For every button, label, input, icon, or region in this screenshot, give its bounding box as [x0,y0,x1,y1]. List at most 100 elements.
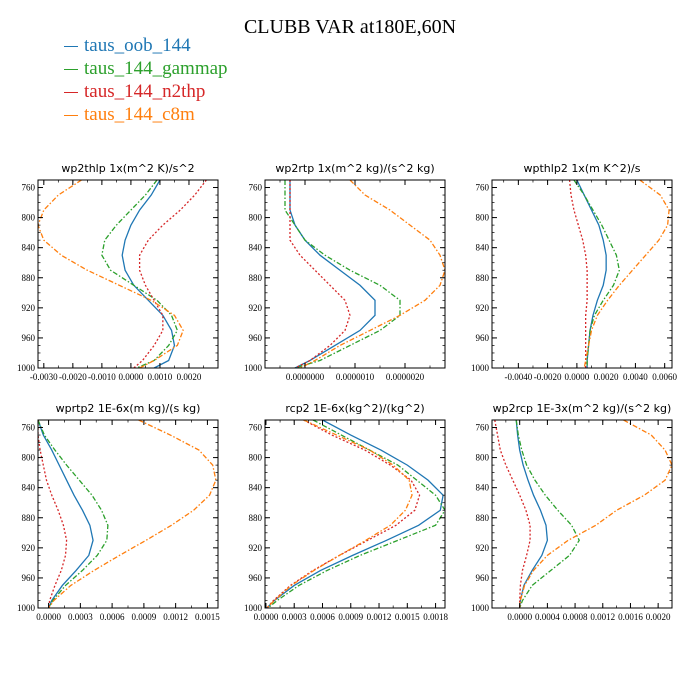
plot-frame [264,179,446,369]
y-tick-label: 880 [476,273,490,283]
legend-entry: taus_144_gammap [64,57,228,80]
y-tick-label: 920 [22,303,36,313]
y-tick-label: 760 [249,423,263,433]
y-tick-label: 760 [22,423,36,433]
y-tick-label: 840 [249,483,263,493]
y-tick-label: 960 [249,333,263,343]
series-line-taus_144_c8m [583,180,670,368]
subplot-title: wp2rcp 1E-3x(m^2 kg)/(s^2 kg) [493,402,672,415]
x-tick-label: 0.0000 [36,612,61,622]
series-line-taus_144_n2thp [133,180,207,368]
y-tick-label: 920 [249,543,263,553]
plot-frame [491,419,673,609]
x-tick-label: -0.0020 [59,372,87,382]
legend-line-swatch [64,46,78,48]
subplot-5: rcp2 1E-6x(kg^2)/(kg^2) 760 800 840 880 920 96… [244,402,448,622]
legend-label: taus_144_gammap [84,58,228,79]
x-tick-label: 0.0000000 [286,372,325,382]
series-line-taus_144_gammap [284,180,401,368]
series-line-taus_oob_144 [38,420,94,608]
series-line-taus_oob_144 [266,420,444,608]
x-tick-label: 0.0006 [310,612,335,622]
x-tick-label: 0.0040 [623,372,648,382]
y-tick-label: 1000 [244,363,263,373]
y-tick-label: 880 [22,273,36,283]
y-tick-label: 960 [22,333,36,343]
x-tick-label: 0.0015 [195,612,220,622]
y-tick-label: 840 [22,243,36,253]
x-tick-label: 0.0000 [254,612,279,622]
x-tick-label: 0.0006 [100,612,125,622]
y-tick-label: 960 [476,573,490,583]
legend-line-swatch [64,115,78,117]
y-tick-label: 800 [476,453,490,463]
x-tick-label: 0.0016 [618,612,643,622]
subplot-title: wp2thlp 1x(m^2 K)/s^2 [61,162,194,175]
series-line-taus_144_gammap [515,420,580,608]
series-line-taus_144_n2thp [568,180,588,368]
legend-label: taus_144_c8m [84,104,195,125]
legend-label: taus_144_n2thp [84,81,206,102]
y-tick-label: 960 [22,573,36,583]
series-line-taus_144_gammap [267,420,445,608]
y-tick-label: 840 [22,483,36,493]
y-tick-label: 880 [22,513,36,523]
x-tick-label: 0.0018 [423,612,448,622]
y-tick-label: 920 [476,543,490,553]
y-tick-label: 880 [249,513,263,523]
subplot-2: wp2rtp 1x(m^2 kg)/(s^2 kg) 760 800 840 880 92… [244,162,446,382]
x-tick-label: 0.0000010 [336,372,375,382]
series-line-taus_144_n2thp [266,420,421,608]
y-tick-label: 920 [249,303,263,313]
series-line-taus_144_c8m [38,180,184,368]
plot-frame [491,179,673,369]
series-line-taus_oob_144 [289,180,376,368]
series-line-taus_144_n2thp [38,420,68,608]
x-tick-label: 0.0003 [68,612,93,622]
x-tick-label: 0.0012 [163,612,188,622]
legend-line-swatch [64,69,78,71]
x-tick-label: 0.0000 [507,612,532,622]
series-line-taus_144_c8m [266,420,413,608]
y-tick-label: 760 [476,183,490,193]
x-tick-label: 0.0012 [590,612,615,622]
x-tick-label: 0.0012 [367,612,392,622]
y-tick-label: 840 [249,243,263,253]
legend-entry: taus_oob_144 [64,34,228,57]
figure-title: CLUBB VAR at180E,60N [243,16,457,38]
y-tick-label: 1000 [17,603,36,613]
x-tick-label: 0.0009 [338,612,363,622]
series-line-taus_144_gammap [101,180,179,368]
y-tick-label: 800 [249,453,263,463]
y-tick-label: 760 [249,183,263,193]
series-line-taus_144_c8m [299,180,445,368]
x-tick-label: 0.0015 [395,612,420,622]
x-tick-label: 0.0003 [282,612,307,622]
x-tick-label: 0.0000 [565,372,590,382]
series-line-taus_oob_144 [515,420,549,608]
series-line-taus_oob_144 [121,180,176,368]
series-line-taus_144_c8m [519,420,672,608]
y-tick-label: 840 [476,483,490,493]
y-tick-label: 920 [476,303,490,313]
y-tick-label: 760 [22,183,36,193]
x-tick-label: -0.0020 [534,372,562,382]
y-tick-label: 880 [476,513,490,523]
x-tick-label: -0.0040 [504,372,532,382]
subplot-1: wp2thlp 1x(m^2 K)/s^2 760 800 840 880 920 960 1… [17,162,219,382]
y-tick-label: 1000 [471,603,490,613]
subplot-title: wpthlp2 1x(m K^2)/s [524,162,641,175]
series-line-taus_144_n2thp [494,420,531,608]
subplot-6: wp2rcp 1E-3x(m^2 kg)/(s^2 kg)760 800 840 88… [471,402,673,622]
y-tick-label: 1000 [17,363,36,373]
legend: taus_oob_144 taus_144_gammap taus_144_n2th… [64,34,228,126]
plot-frame [264,419,446,609]
y-tick-label: 800 [22,213,36,223]
plot-frame [37,419,219,609]
y-tick-label: 800 [249,213,263,223]
y-tick-label: 840 [476,243,490,253]
y-tick-label: 1000 [471,363,490,373]
series-line-taus_144_c8m [48,420,217,608]
legend-entry: taus_144_c8m [64,103,228,126]
